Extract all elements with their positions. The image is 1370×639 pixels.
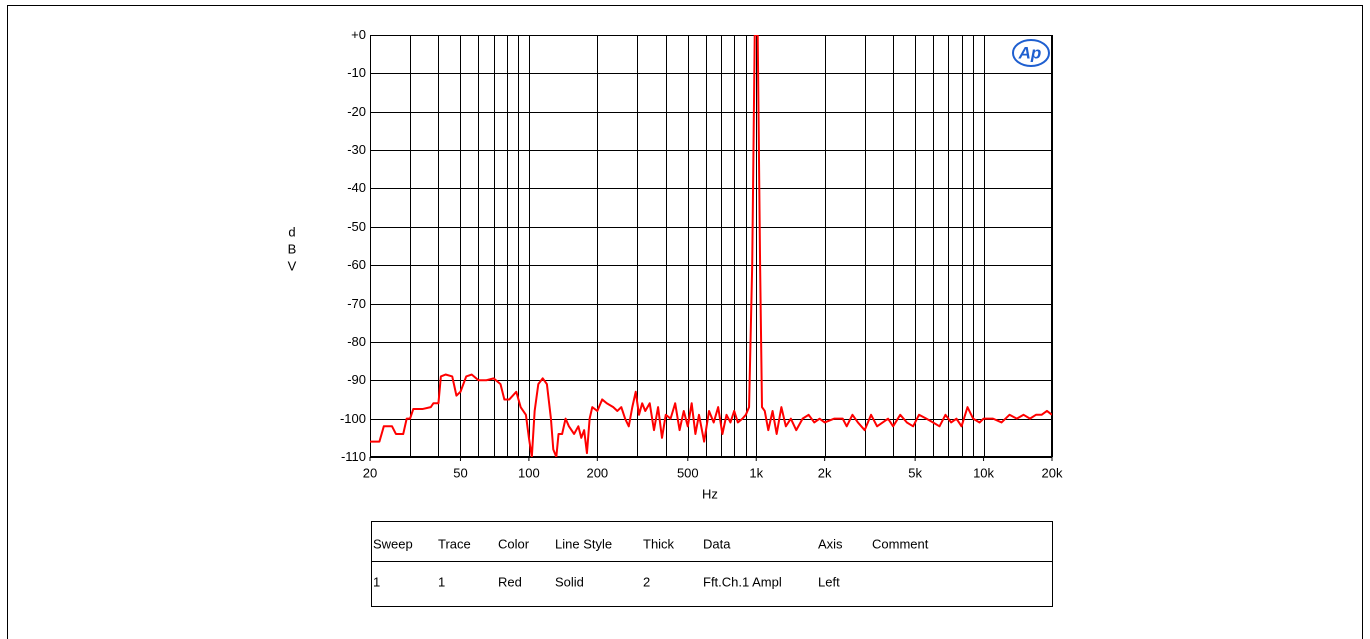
- y-tick-label: -60: [347, 257, 366, 272]
- table-header: Comment: [872, 536, 929, 551]
- y-tick-label: -90: [347, 372, 366, 387]
- table-header: Axis: [818, 536, 843, 551]
- y-tick-label: -110: [341, 449, 366, 464]
- table-header: Line Style: [555, 536, 612, 551]
- x-tick-label: 500: [677, 465, 699, 480]
- y-tick-label: -50: [347, 219, 366, 234]
- y-tick-label: +0: [351, 27, 366, 42]
- y-tick-label: -100: [340, 411, 366, 426]
- x-tick-label: 20: [363, 465, 377, 480]
- y-axis-label: dBV: [285, 225, 300, 276]
- logo-oval: [1012, 39, 1050, 67]
- legend-table: [371, 521, 1053, 607]
- table-header: Trace: [438, 536, 471, 551]
- table-cell: Solid: [555, 574, 584, 589]
- x-tick-label: 5k: [908, 465, 922, 480]
- x-tick-label: 10k: [973, 465, 994, 480]
- logo: Ap: [1018, 43, 1042, 62]
- table-cell: Fft.Ch.1 Ampl: [703, 574, 782, 589]
- x-tick-label: 50: [453, 465, 467, 480]
- x-axis-label: Hz: [702, 486, 718, 501]
- table-header: Thick: [643, 536, 675, 551]
- table-cell: 1: [373, 574, 380, 589]
- y-tick-label: -30: [347, 142, 366, 157]
- table-cell: Red: [498, 574, 522, 589]
- table-cell: Left: [818, 574, 840, 589]
- y-tick-label: -70: [347, 296, 366, 311]
- x-tick-label: 20k: [1042, 465, 1063, 480]
- table-cell: 2: [643, 574, 650, 589]
- table-header: Data: [703, 536, 731, 551]
- x-tick-label: 100: [518, 465, 540, 480]
- y-tick-label: -80: [347, 334, 366, 349]
- x-tick-label: 2k: [818, 465, 832, 480]
- y-tick-label: -10: [347, 65, 366, 80]
- table-cell: 1: [438, 574, 445, 589]
- table-header: Color: [498, 536, 530, 551]
- x-tick-label: 1k: [749, 465, 763, 480]
- y-tick-label: -40: [347, 180, 366, 195]
- x-tick-label: 200: [586, 465, 608, 480]
- table-header: Sweep: [373, 536, 413, 551]
- plot-frame: [370, 35, 1052, 457]
- series-line: [370, 35, 1052, 457]
- outer-frame: [7, 5, 1363, 639]
- y-tick-label: -20: [347, 104, 366, 119]
